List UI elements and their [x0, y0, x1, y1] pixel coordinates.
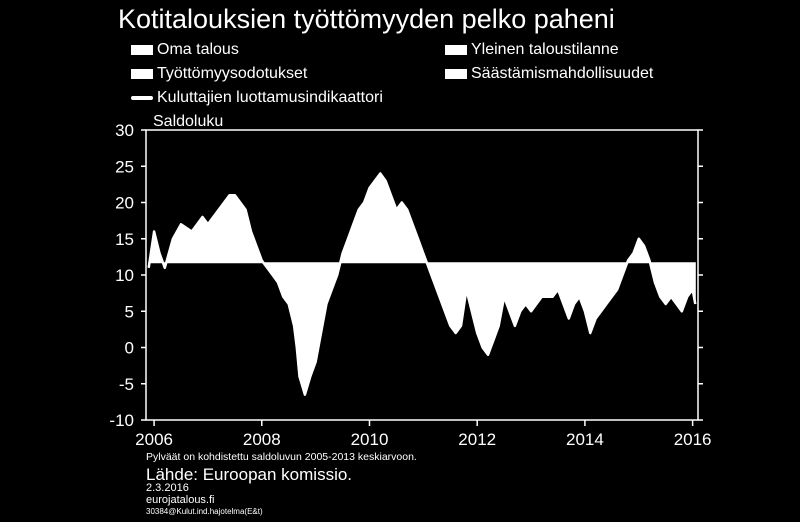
x-tick-label: 2006 — [135, 430, 173, 449]
y-tick-label: 30 — [115, 121, 134, 140]
x-tick-label: 2010 — [351, 430, 389, 449]
legend-swatch — [445, 69, 467, 79]
legend-swatch — [445, 45, 467, 55]
legend-item-tyottomyysodotukset: Työttömyysodotukset — [131, 65, 307, 83]
legend-swatch — [131, 45, 153, 55]
legend-label: Yleinen taloustilanne — [471, 41, 619, 58]
legend-line-swatch — [131, 96, 153, 100]
chart-title: Kotitalouksien työttömyyden pelko paheni — [118, 4, 615, 34]
legend-item-luottamusindikaattori: Kuluttajien luottamusindikaattori — [131, 89, 383, 107]
y-tick-label: 15 — [115, 230, 134, 249]
y-tick-label: 25 — [115, 157, 134, 176]
legend-item-yleinen-taloustilanne: Yleinen taloustilanne — [445, 41, 619, 59]
y-tick-label: -5 — [119, 375, 134, 394]
y-tick-label: 20 — [115, 194, 134, 213]
publish-date: 2.3.2016 — [146, 482, 189, 494]
legend-item-oma-talous: Oma talous — [131, 41, 239, 59]
legend-label: Säästämismahdollisuudet — [471, 65, 654, 82]
legend-label: Työttömyysodotukset — [157, 65, 308, 82]
legend-label: Oma talous — [157, 41, 239, 58]
x-tick-label: 2008 — [243, 430, 281, 449]
series-line-luottamusindikaattori — [147, 172, 697, 396]
site-name: eurojatalous.fi — [146, 494, 215, 506]
legend-swatch — [131, 69, 153, 79]
plot-area — [146, 130, 698, 420]
source-note: Lähde: Euroopan komissio. — [146, 465, 353, 484]
chart-code: 30384@Kulut.ind.hajotelma(E&t) — [146, 507, 263, 516]
y-tick-label: 5 — [125, 302, 134, 321]
footnote: Pylväät on kohdistettu saldoluvun 2005-2… — [146, 451, 417, 463]
legend-label: Kuluttajien luottamusindikaattori — [157, 89, 383, 106]
x-tick-label: 2014 — [566, 430, 604, 449]
y-tick-label: 0 — [125, 339, 134, 358]
x-tick-label: 2012 — [458, 430, 496, 449]
y-axis-unit-label: Saldoluku — [153, 113, 224, 130]
legend-item-saastamismahdollisuudet: Säästämismahdollisuudet — [445, 65, 653, 83]
x-tick-label: 2016 — [674, 430, 712, 449]
y-tick-label: -10 — [109, 411, 134, 430]
y-tick-label: 10 — [115, 266, 134, 285]
